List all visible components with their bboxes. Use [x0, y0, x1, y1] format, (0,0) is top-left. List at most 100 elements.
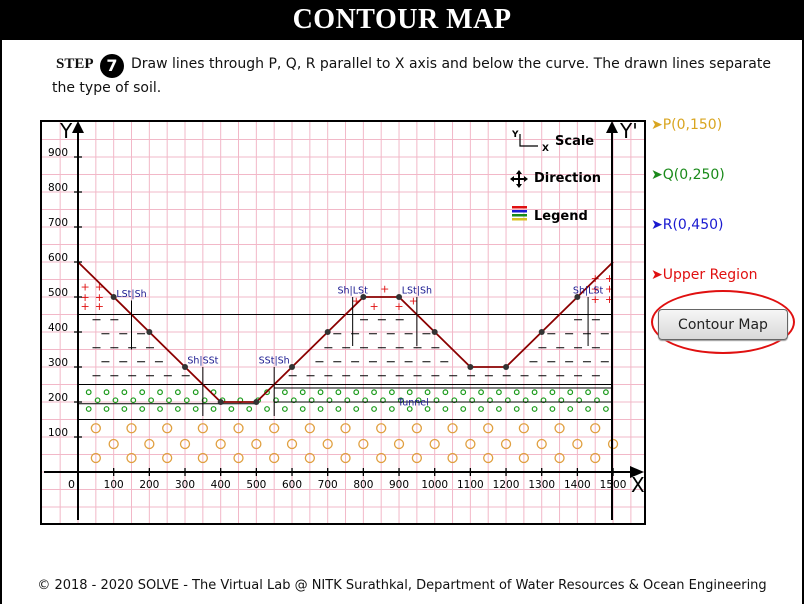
profile-point	[253, 399, 260, 405]
siltstone-symbol	[264, 389, 270, 396]
sandstone-symbol	[554, 423, 565, 434]
siltstone-symbol	[273, 397, 279, 404]
sandstone-symbol	[483, 452, 494, 464]
sandstone-symbol	[376, 423, 387, 434]
siltstone-symbol	[362, 397, 369, 404]
siltstone-symbol	[496, 389, 502, 396]
sandstone-symbol	[197, 452, 208, 464]
siltstone-symbol	[603, 406, 609, 412]
siltstone-symbol	[567, 389, 574, 396]
siltstone-symbol	[85, 406, 92, 412]
x-tick-label: 400	[211, 479, 231, 491]
x-tick-label: 700	[318, 479, 338, 491]
profile-point	[146, 329, 153, 335]
scale-icon-x: X	[542, 144, 549, 154]
siltstone-symbol	[433, 397, 440, 404]
axes: Y Y' X 0	[44, 119, 645, 520]
tunnel-label: Tunnel	[397, 398, 429, 409]
siltstone-symbol	[522, 397, 529, 404]
siltstone-symbol	[281, 406, 288, 412]
limestone-symbol: +	[605, 282, 614, 295]
x-tick-label: 1000	[421, 479, 448, 491]
terrain-profile	[77, 261, 614, 405]
siltstone-symbol	[603, 389, 609, 396]
sandstone-symbol	[197, 423, 208, 434]
sandstone-symbol	[144, 438, 155, 450]
profile-point	[431, 329, 438, 335]
soil-label: SSt|Sh	[259, 356, 290, 367]
siltstone-symbol	[397, 397, 404, 404]
y-axis-label: Y	[59, 122, 73, 143]
x-tick-label: 1300	[528, 479, 555, 491]
siltstone-symbol	[549, 406, 556, 412]
point-p-label: ➤P(0,150)	[651, 117, 723, 133]
soil-layers: + ++ ++ +++ ++ ++ ++ ++ +	[81, 272, 619, 464]
siltstone-symbol	[585, 406, 591, 412]
siltstone-symbol	[183, 397, 190, 404]
page-title: CONTOUR MAP	[0, 0, 804, 40]
profile-point	[182, 364, 189, 370]
siltstone-symbol	[504, 397, 511, 404]
sandstone-symbol	[429, 438, 440, 450]
sandstone-symbol	[304, 423, 316, 434]
siltstone-symbol	[264, 406, 270, 412]
siltstone-symbol	[549, 389, 556, 396]
sandstone-symbol	[179, 438, 191, 450]
siltstone-symbol	[531, 406, 538, 412]
siltstone-symbol	[166, 397, 172, 404]
profile-point	[396, 294, 403, 300]
siltstone-symbol	[585, 389, 591, 396]
soil-label: LSt|Sh	[116, 289, 146, 300]
siltstone-symbol	[174, 406, 181, 412]
y-prime-axis-arrow	[606, 121, 618, 133]
contour-plot-area[interactable]: + + + + + + + + + + + + + + + + + LSt|Sh Sh|SSt SSt|Sh Sh|L…	[40, 119, 646, 525]
siltstone-symbol	[576, 397, 583, 404]
profile-point	[574, 294, 581, 300]
siltstone-symbol	[496, 406, 502, 412]
siltstone-symbol	[139, 389, 146, 396]
sandstone-symbol	[322, 438, 333, 450]
contour-map-button[interactable]: Contour Map	[658, 309, 788, 340]
sandstone-symbol	[607, 438, 619, 450]
siltstone-symbol	[335, 406, 342, 412]
legend-label[interactable]: Legend	[534, 209, 588, 224]
sandstone-symbol	[518, 452, 530, 464]
profile-point	[360, 294, 367, 300]
x-tick-label: 600	[282, 479, 302, 491]
siltstone-symbol	[335, 389, 342, 396]
siltstone-symbol	[460, 389, 467, 396]
sandstone-symbol	[376, 452, 387, 464]
legend-icon	[512, 206, 527, 221]
siltstone-symbol	[139, 406, 146, 412]
step-text: Draw lines through P, Q, R parallel to X…	[52, 56, 771, 96]
siltstone-symbol	[157, 389, 163, 396]
siltstone-symbol	[192, 406, 199, 412]
point-q-text: Q(0,250)	[662, 167, 725, 183]
scale-icon	[519, 134, 538, 147]
point-p-text: P(0,150)	[662, 117, 723, 133]
siltstone-symbol	[157, 406, 163, 412]
y-prime-axis-label: Y'	[619, 122, 638, 143]
sandstone-symbol	[286, 438, 298, 450]
y-tick-label: 700	[48, 217, 68, 229]
soil-label: Sh|LSt	[573, 286, 604, 297]
limestone-symbol: +	[380, 282, 389, 295]
sandstone-symbol	[90, 423, 101, 434]
siltstone-symbol	[513, 406, 520, 412]
siltstone-symbol	[353, 389, 360, 396]
scale-label[interactable]: Scale	[555, 134, 594, 149]
sandstone-symbol	[518, 423, 530, 434]
profile-point	[289, 364, 296, 370]
axis-ticks: 100 200 300 400 500 600 700 800 900 1000 1100 1200 1…	[48, 147, 626, 491]
direction-label[interactable]: Direction	[534, 171, 601, 186]
x-tick-label: 100	[104, 479, 124, 491]
sandstone-symbol	[411, 452, 423, 464]
x-tick-label: 300	[175, 479, 195, 491]
soil-label: Sh|LSt	[338, 286, 369, 297]
siltstone-symbol	[513, 389, 520, 396]
upper-region-label: ➤Upper Region	[651, 267, 758, 283]
sandstone-symbol	[340, 423, 351, 434]
x-tick-label: 1500	[600, 479, 627, 491]
siltstone-symbol	[487, 397, 493, 404]
